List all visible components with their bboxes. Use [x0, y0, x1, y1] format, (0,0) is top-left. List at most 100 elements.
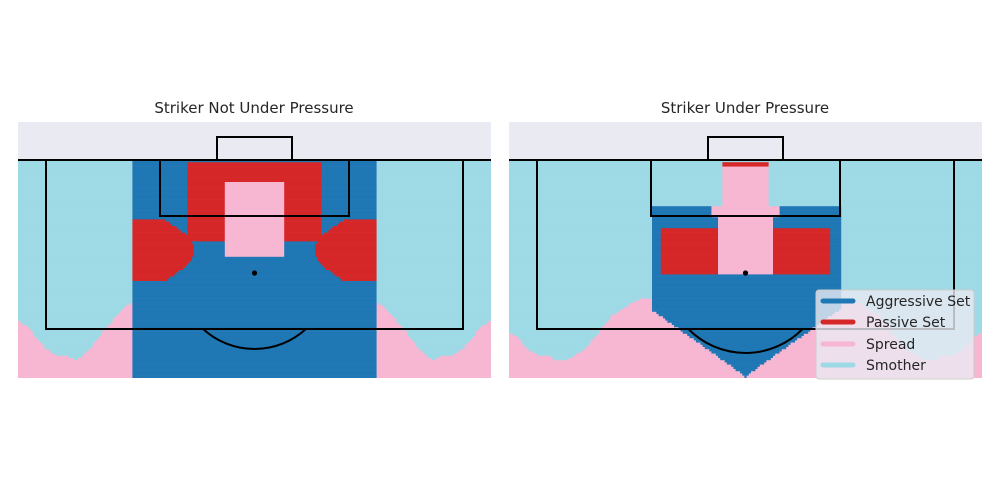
right-cell-passive [660, 252, 719, 255]
left-cell-spread [475, 331, 491, 335]
right-cell-aggressive [652, 228, 662, 231]
right-cell-passive [660, 270, 719, 273]
right-cell-smother [841, 259, 982, 262]
left-cell-aggressive [169, 221, 188, 225]
right-cell-aggressive [652, 230, 662, 233]
left-cell-passive [132, 276, 171, 280]
right-cell-spread [718, 261, 774, 264]
left-cell-smother [396, 318, 491, 321]
left-cell-smother [18, 175, 133, 178]
right-cell-aggressive [652, 265, 662, 269]
right-cell-spread [722, 179, 769, 183]
right-goal [707, 136, 784, 160]
left-cell-aggressive [194, 245, 226, 249]
right-cell-spread [718, 263, 774, 266]
right-cell-smother [768, 193, 982, 196]
right-cell-smother [509, 256, 653, 260]
right-cell-aggressive [652, 248, 662, 251]
left-cell-smother [400, 325, 483, 328]
right-cell-smother [509, 197, 723, 200]
left-cell-spread [376, 362, 491, 365]
right-cell-smother [841, 221, 982, 225]
right-cell-aggressive [652, 234, 662, 238]
right-cell-spread [718, 243, 774, 247]
left-cell-aggressive [132, 311, 377, 315]
right-cell-spread [568, 358, 721, 361]
left-cell-spread [376, 371, 491, 374]
left-cell-smother [18, 298, 133, 302]
right-cell-spread [638, 298, 653, 302]
left-cell-smother [18, 254, 133, 258]
left-cell-smother [18, 267, 133, 271]
left-cell-aggressive [321, 230, 329, 233]
left-cell-passive [284, 232, 322, 236]
left-cell-spread [18, 360, 133, 363]
left-cell-aggressive [172, 223, 188, 227]
left-cell-spread [376, 340, 415, 343]
left-cell-smother [376, 182, 491, 185]
right-cell-passive [660, 230, 719, 233]
left-cell-spread [224, 226, 285, 229]
right-cell-aggressive [830, 252, 842, 255]
left-cell-passive [315, 254, 377, 258]
right-cell-aggressive [718, 355, 774, 359]
left-cell-spread [224, 184, 285, 187]
right-cell-smother [533, 351, 580, 354]
left-cell-passive [328, 230, 377, 233]
left-cell-spread [18, 331, 34, 335]
right-cell-smother [509, 184, 723, 187]
right-cell-spread [575, 353, 717, 357]
left-cell-aggressive [284, 241, 318, 244]
right-cell-passive [722, 164, 769, 167]
left-cell-smother [18, 168, 133, 172]
right-six-yard-box [650, 160, 841, 217]
right-cell-aggressive [652, 261, 662, 264]
right-cell-spread [610, 318, 666, 321]
right-cell-smother [509, 252, 653, 255]
right-cell-spread [968, 340, 982, 343]
left-cell-smother [376, 171, 491, 174]
left-cell-passive [132, 274, 175, 277]
right-cell-spread [718, 230, 774, 233]
right-cell-aggressive [652, 254, 662, 258]
right-cell-smother [509, 232, 653, 236]
left-cell-passive [187, 162, 322, 165]
left-cell-passive [187, 171, 322, 174]
left-cell-spread [224, 217, 285, 220]
right-cell-smother [768, 164, 982, 167]
left-cell-smother [376, 175, 491, 178]
left-cell-smother [376, 285, 491, 288]
left-cell-spread [101, 333, 133, 337]
right-cell-smother [509, 316, 611, 319]
right-cell-passive [773, 234, 831, 238]
left-cell-spread [453, 353, 491, 357]
right-cell-aggressive [744, 375, 747, 378]
left-cell-smother [18, 210, 133, 214]
left-cell-aggressive [284, 252, 316, 255]
left-cell-spread [224, 243, 285, 247]
left-cell-smother [18, 166, 133, 170]
right-cell-spread [594, 336, 690, 339]
left-cell-aggressive [132, 377, 377, 378]
left-cell-smother [18, 294, 133, 297]
right-cell-passive [773, 245, 831, 249]
left-cell-aggressive [321, 219, 344, 222]
left-cell-aggressive [321, 223, 338, 227]
left-cell-passive [187, 177, 322, 181]
right-cell-smother [768, 168, 982, 172]
right-cell-spread [509, 333, 514, 337]
right-cell-smother [509, 186, 723, 189]
left-cell-spread [117, 314, 133, 317]
right-cell-aggressive [830, 256, 842, 260]
left-cell-aggressive [132, 333, 377, 337]
right-cell-passive [773, 252, 831, 255]
left-cell-passive [284, 228, 322, 231]
right-cell-smother [509, 278, 653, 282]
right-cell-spread [722, 175, 769, 178]
left-cell-spread [376, 375, 491, 378]
right-cell-aggressive [652, 300, 842, 304]
left-cell-aggressive [321, 217, 377, 220]
right-cell-aggressive [830, 245, 842, 249]
left-cell-passive [132, 228, 179, 231]
right-cell-aggressive [830, 261, 842, 264]
